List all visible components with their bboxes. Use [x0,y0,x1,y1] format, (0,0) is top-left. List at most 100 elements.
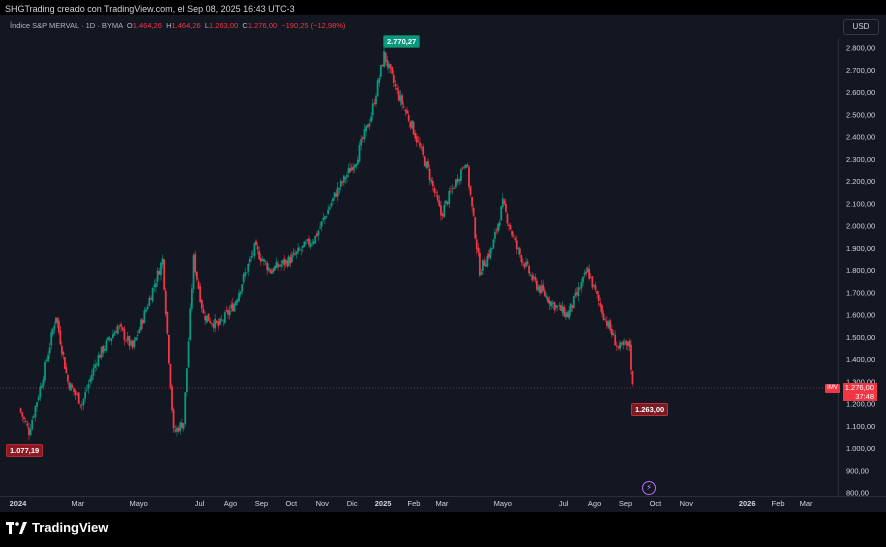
candle-body [315,233,318,237]
close-label: C [242,21,248,30]
candle-body [278,265,281,267]
candle-body [428,168,431,181]
candle-body [136,334,139,336]
candle-body [62,352,65,355]
candle-body [102,345,105,353]
recent-low-price-tag: 1.263,00 [631,403,669,416]
candle-body [518,248,521,255]
candle-body [284,259,287,264]
candle-body [358,145,361,162]
candle-body [572,296,575,309]
candle-body [450,190,452,192]
candle-body [526,261,529,265]
price-tick-label: 1.100,00 [846,422,875,431]
chart-frame[interactable] [0,15,886,512]
candle-body [116,325,119,334]
candle-body [376,80,379,97]
price-axis: 2.800,00 2.700,00 2.600,00 2.500,00 2.400,00… [846,44,875,498]
last-price-value: 1.276,00 [844,383,874,392]
candle-body [148,297,151,307]
candle-body [163,259,166,290]
candle-body [123,329,126,341]
candle-body [599,302,602,307]
candle-body [220,319,223,321]
candle-body [44,361,46,381]
candle-body [448,190,451,204]
candle-body [535,280,538,290]
candle-body [414,132,417,139]
candle-body [85,389,88,391]
candle-body [627,341,629,346]
candle-body [342,175,345,183]
candle-body [68,382,71,390]
time-tick-label: 2026 [739,499,756,508]
candle-body [490,248,493,250]
candle-body [212,323,215,328]
candle-body [425,161,428,168]
candle-body [300,249,303,251]
candle-body [118,325,121,327]
price-tick-label: 2.200,00 [846,177,875,186]
candle-body [233,304,236,312]
candle-body [565,312,567,318]
time-tick-label: Nov [680,499,694,508]
candle-body [223,312,226,323]
candle-body [512,235,515,237]
candle-body [160,262,162,276]
candle-body [534,277,537,281]
candle-body [451,188,454,190]
candle-body [486,255,489,267]
candle-body [553,301,556,311]
candle-body [244,272,247,276]
candle-body [571,305,574,308]
price-tick-label: 2.800,00 [846,44,875,53]
candle-body [94,364,97,368]
candle-body [295,251,298,255]
candle-body [459,169,462,182]
currency-button[interactable]: USD [843,19,879,35]
candle-body [99,355,101,358]
candle-body [63,356,66,369]
candle-body [396,88,398,90]
time-axis-separator [0,496,886,497]
candle-body [24,420,27,422]
candle-body [391,67,394,74]
candle-body [150,298,152,300]
candle-body [130,340,132,346]
candle-body [235,301,237,306]
candle-body [239,291,242,295]
candle-body [404,109,407,112]
candle-body [542,284,545,291]
candle-body [126,336,129,341]
candle-body [477,248,480,253]
candle-body [189,308,192,341]
candle-body [286,260,289,267]
price-axis-separator [838,38,839,496]
candle-body [560,305,562,311]
candle-body [65,367,68,373]
candle-body [589,277,592,279]
candle-body [185,368,188,393]
candle-body [392,74,395,83]
low-2024-price-tag: 1.077,19 [6,444,44,457]
time-tick-label: Nov [316,499,330,508]
candle-body [309,243,312,248]
lightning-icon[interactable]: ⚡ [642,481,656,495]
price-tick-label: 1.800,00 [846,266,875,275]
tradingview-logo[interactable]: TradingView [6,520,108,535]
candle-body [574,292,577,297]
candle-body [433,187,436,193]
candle-body [363,129,366,140]
candle-body [103,348,106,351]
candle-body [242,274,245,283]
candle-body [37,397,40,401]
candle-body [133,339,136,347]
candle-body [368,123,371,127]
candle-body [522,261,524,263]
candle-body [31,419,34,430]
candle-body [591,276,594,288]
candle-body [431,181,434,187]
candle-body [537,286,540,291]
candle-body [48,347,51,354]
